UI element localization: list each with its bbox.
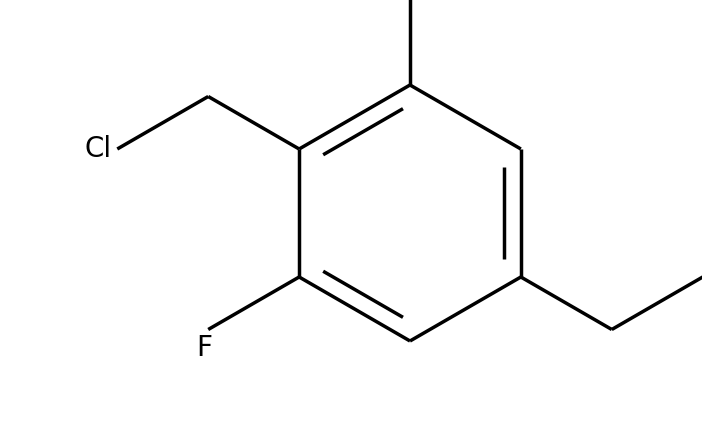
- Text: F: F: [197, 334, 212, 362]
- Text: Cl: Cl: [84, 135, 112, 163]
